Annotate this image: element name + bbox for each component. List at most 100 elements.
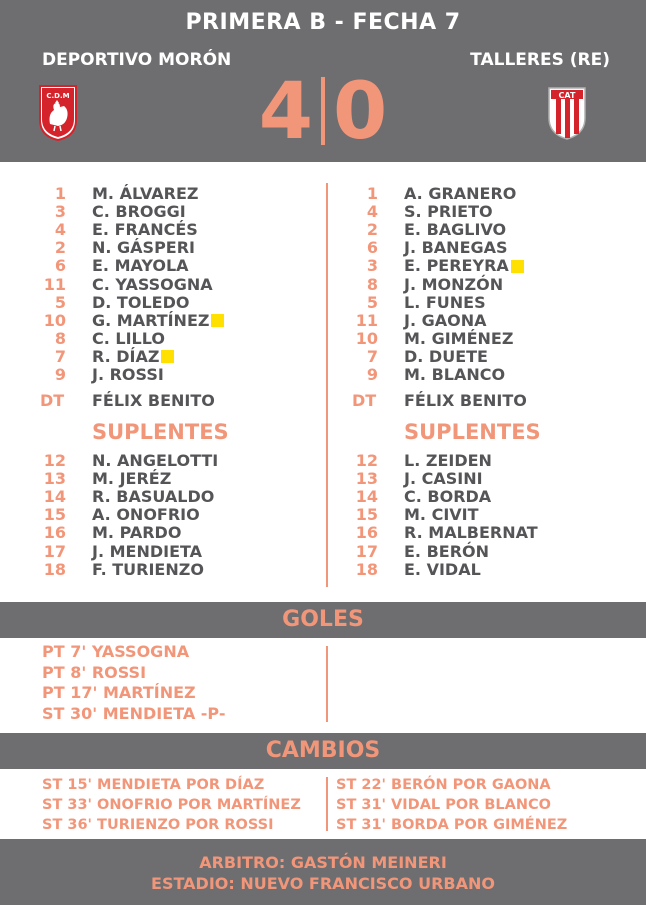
player-name: E. BAGLIVO	[404, 220, 507, 240]
player-name: F. TURIENZO	[92, 559, 204, 579]
player-number: 17	[43, 541, 66, 561]
player-number: 11	[355, 310, 378, 330]
home-lineup: 1 M. ÁLVAREZ 3 C. BROGGI 4 E. FRANCÉS 2 N. GÁSP…	[40, 185, 229, 579]
player-row: 10 M. GIMÉNEZ	[352, 328, 541, 348]
player-name: M. CIVIT	[404, 505, 479, 525]
player-number: 4	[366, 202, 378, 222]
player-number: 13	[355, 469, 378, 489]
player-name: E. FRANCÉS	[92, 220, 198, 240]
player-number: 15	[43, 505, 66, 525]
away-coach-label: DT	[352, 390, 377, 410]
player-row: 6 J. BANEGAS	[352, 239, 541, 257]
goal-item: PT 17' MARTÍNEZ	[42, 683, 196, 702]
player-name: J. CASINI	[404, 469, 483, 489]
player-row: 3 C. BROGGI	[40, 203, 229, 221]
goal-item: ST 30' MENDIETA -P-	[42, 703, 226, 723]
player-name: M. GIMÉNEZ	[404, 328, 514, 348]
player-number: 14	[43, 487, 66, 507]
player-name: R. BASUALDO	[92, 487, 215, 507]
player-row: 7 R. DÍAZ	[40, 346, 229, 366]
player-row: 15 M. CIVIT	[352, 506, 541, 524]
away-team-name: TALLERES (RE)	[470, 50, 610, 70]
player-name: M. ÁLVAREZ	[92, 184, 199, 204]
player-name: R. MALBERNAT	[404, 523, 538, 543]
player-number: 8	[54, 328, 66, 348]
player-number: 3	[366, 256, 378, 276]
referee-line: ARBITRO: GASTÓN MEINERI	[199, 853, 447, 872]
yellow-card-icon	[161, 350, 175, 364]
away-lineup: 1 A. GRANERO 4 S. PRIETO 2 E. BAGLIVO 6 J. BANE…	[352, 185, 541, 579]
player-row: 16 M. PARDO	[40, 524, 229, 542]
lineup-divider	[326, 183, 328, 587]
player-row: 2 E. BAGLIVO	[352, 221, 541, 239]
player-name: L. FUNES	[404, 292, 486, 312]
player-row: 10 G. MARTÍNEZ	[40, 311, 229, 330]
player-number: 7	[54, 346, 66, 366]
player-row: 5 L. FUNES	[352, 292, 541, 312]
player-name: N. GÁSPERI	[92, 238, 196, 258]
player-row: 3 E. PEREYRA	[352, 257, 541, 275]
substitution-item: ST 33' ONOFRIO POR MARTÍNEZ	[42, 797, 301, 813]
player-number: 1	[366, 184, 378, 204]
player-number: 2	[366, 220, 378, 240]
player-row: 13 J. CASINI	[352, 470, 541, 488]
player-row: 1 A. GRANERO	[352, 185, 541, 203]
player-number: 8	[366, 274, 378, 294]
away-coach-row: DT FÉLIX BENITO	[352, 388, 541, 412]
changes-band: CAMBIOS	[0, 733, 646, 769]
player-number: 6	[366, 238, 378, 258]
away-score: 0	[333, 67, 388, 157]
yellow-card-icon	[510, 259, 524, 273]
substitution-item: ST 36' TURIENZO POR ROSSI	[42, 817, 274, 833]
player-row: 12 N. ANGELOTTI	[40, 452, 229, 470]
player-name: C. BROGGI	[92, 202, 186, 222]
away-changes-list: ST 22' BERÓN POR GAONA ST 31' VIDAL POR B…	[336, 775, 567, 835]
player-row: 18 F. TURIENZO	[40, 559, 229, 579]
player-row: 6 E. MAYOLA	[40, 257, 229, 275]
player-row: 17 E. BERÓN	[352, 541, 541, 561]
player-number: 16	[355, 523, 378, 543]
player-number: 4	[54, 220, 66, 240]
goals-list: PT 7' YASSOGNA PT 8' ROSSI PT 17' MARTÍNEZ…	[42, 642, 226, 724]
player-name: J. MENDIETA	[92, 541, 203, 561]
away-coach-name: FÉLIX BENITO	[404, 390, 527, 410]
away-crest-text: CAT	[559, 91, 576, 100]
player-number: 1	[54, 184, 66, 204]
player-number: 9	[366, 364, 378, 384]
player-number: 10	[355, 328, 378, 348]
goal-item: PT 7' YASSOGNA	[42, 642, 190, 661]
changes-divider	[326, 777, 328, 831]
home-score: 4	[258, 67, 313, 157]
player-name: D. DUETE	[404, 346, 488, 366]
footer-band: ARBITRO: GASTÓN MEINERI ESTADIO: NUEVO F…	[0, 839, 646, 905]
away-crest-logo: CAT	[548, 87, 586, 140]
player-name: L. ZEIDEN	[404, 451, 492, 471]
home-coach-label: DT	[40, 390, 65, 410]
header-band: PRIMERA B - FECHA 7 DEPORTIVO MORÓN TALL…	[0, 0, 646, 162]
match-title: PRIMERA B - FECHA 7	[185, 10, 461, 35]
goals-divider	[326, 646, 328, 722]
player-row: 9 M. BLANCO	[352, 364, 541, 384]
player-number: 14	[355, 487, 378, 507]
substitution-item: ST 31' VIDAL POR BLANCO	[336, 797, 551, 813]
player-row: 8 J. MONZÓN	[352, 275, 541, 293]
player-row: 11 C. YASSOGNA	[40, 275, 229, 293]
score-separator	[321, 76, 325, 145]
player-name: E. BERÓN	[404, 541, 490, 561]
player-name: C. LILLO	[92, 328, 165, 348]
player-name: A. GRANERO	[404, 184, 517, 204]
player-name: M. JERÉZ	[92, 469, 172, 489]
away-subs-title: SUPLENTES	[404, 420, 541, 445]
player-row: 9 J. ROSSI	[40, 364, 229, 384]
player-name: M. PARDO	[92, 523, 182, 543]
player-number: 9	[54, 364, 66, 384]
player-number: 2	[54, 238, 66, 258]
player-number: 13	[43, 469, 66, 489]
player-row: 17 J. MENDIETA	[40, 541, 229, 561]
player-row: 14 R. BASUALDO	[40, 488, 229, 506]
home-crest-text: C.D.M	[46, 92, 69, 100]
home-coach-name: FÉLIX BENITO	[92, 390, 215, 410]
player-number: 7	[366, 346, 378, 366]
stadium-line: ESTADIO: NUEVO FRANCISCO URBANO	[151, 874, 495, 893]
away-starters-list: 1 A. GRANERO 4 S. PRIETO 2 E. BAGLIVO 6 J. BANE…	[352, 185, 541, 384]
